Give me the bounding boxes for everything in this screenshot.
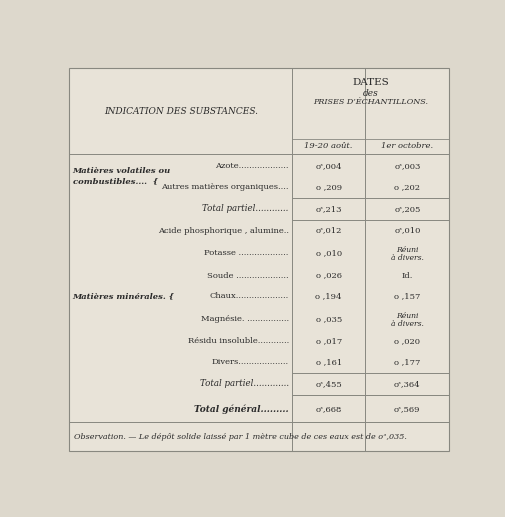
Text: des: des xyxy=(362,89,378,98)
Text: à divers.: à divers. xyxy=(390,320,423,328)
Text: o ,020: o ,020 xyxy=(393,338,420,345)
Text: oᶟ,569: oᶟ,569 xyxy=(393,405,420,413)
Text: oᶟ,012: oᶟ,012 xyxy=(315,226,341,235)
Text: oᶟ,668: oᶟ,668 xyxy=(315,405,341,413)
Text: Matières minérales. {: Matières minérales. { xyxy=(72,293,174,300)
Text: o ,017: o ,017 xyxy=(315,338,341,345)
Text: combustibles....  {: combustibles.... { xyxy=(72,177,158,186)
Text: o ,161: o ,161 xyxy=(315,358,341,366)
Text: Total partiel.............: Total partiel............. xyxy=(199,379,288,388)
Text: o ,010: o ,010 xyxy=(315,249,341,257)
Text: INDICATION DES SUBSTANCES.: INDICATION DES SUBSTANCES. xyxy=(104,107,257,116)
Text: o ,202: o ,202 xyxy=(393,184,420,191)
Text: Azote...................: Azote................... xyxy=(215,162,288,170)
Text: Réuni: Réuni xyxy=(395,312,418,320)
Text: DATES: DATES xyxy=(351,78,388,87)
Text: Divers...................: Divers................... xyxy=(211,358,288,366)
Text: o ,209: o ,209 xyxy=(315,184,341,191)
Text: oᶟ,455: oᶟ,455 xyxy=(315,380,341,388)
Text: Id.: Id. xyxy=(401,271,412,280)
Text: 19-20 août.: 19-20 août. xyxy=(304,142,352,150)
Text: oᶟ,003: oᶟ,003 xyxy=(393,162,420,170)
Text: o ,035: o ,035 xyxy=(315,315,341,323)
Text: o ,026: o ,026 xyxy=(315,271,341,280)
Text: Résidu insoluble............: Résidu insoluble............ xyxy=(187,338,288,345)
Text: Autres matières organiques....: Autres matières organiques.... xyxy=(161,184,288,191)
Text: 1er octobre.: 1er octobre. xyxy=(381,142,433,150)
Text: o ,194: o ,194 xyxy=(315,293,341,300)
Text: Magnésie. ................: Magnésie. ................ xyxy=(200,315,288,323)
Text: Total partiel............: Total partiel............ xyxy=(202,205,288,214)
Text: Acide phosphorique , alumine..: Acide phosphorique , alumine.. xyxy=(158,226,288,235)
Text: o ,157: o ,157 xyxy=(393,293,420,300)
Text: Matières volatiles ou: Matières volatiles ou xyxy=(72,166,171,175)
Text: oᶟ,004: oᶟ,004 xyxy=(315,162,341,170)
Text: oᶟ,010: oᶟ,010 xyxy=(393,226,420,235)
Text: Observation. — Le dépôt solide laissé par 1 mètre cube de ces eaux est de oᶟ,035: Observation. — Le dépôt solide laissé pa… xyxy=(74,433,406,440)
Text: Potasse ...................: Potasse ................... xyxy=(204,249,288,257)
Text: oᶟ,364: oᶟ,364 xyxy=(393,380,420,388)
Text: à divers.: à divers. xyxy=(390,254,423,262)
Text: Total général.........: Total général......... xyxy=(194,404,288,414)
Text: oᶟ,205: oᶟ,205 xyxy=(393,205,420,213)
Text: o ,177: o ,177 xyxy=(393,358,420,366)
Text: Soude ....................: Soude .................... xyxy=(207,271,288,280)
Text: Chaux....................: Chaux.................... xyxy=(209,293,288,300)
Text: PRISES D’ÉCHANTILLONS.: PRISES D’ÉCHANTILLONS. xyxy=(313,98,427,106)
Text: oᶟ,213: oᶟ,213 xyxy=(315,205,341,213)
Text: Réuni: Réuni xyxy=(395,246,418,254)
